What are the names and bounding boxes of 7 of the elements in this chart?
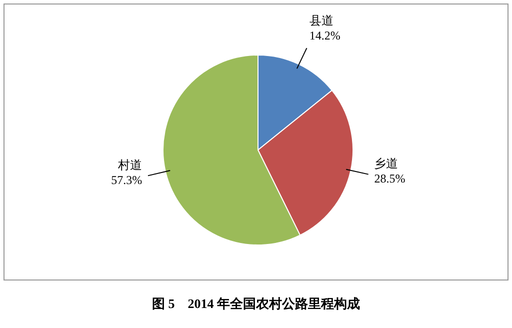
data-label: 28.5%	[374, 172, 406, 186]
slice-label: 村道	[117, 158, 142, 172]
data-label: 14.2%	[309, 28, 340, 43]
text: 图 5 2014 年全国农村公路里程构成	[152, 296, 360, 311]
slice-label: 县道	[309, 14, 334, 28]
slice-label: 乡道	[374, 156, 398, 171]
data-label: 57.3%	[111, 173, 142, 188]
